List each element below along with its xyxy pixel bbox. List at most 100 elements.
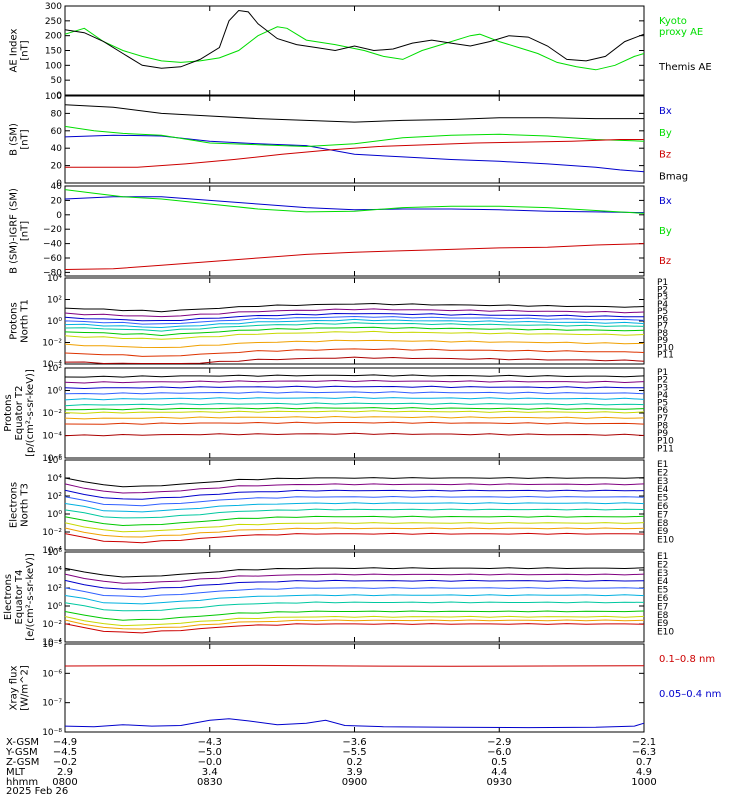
y-tick-label: 10⁰ <box>47 602 62 612</box>
channel-line-pnt1-p8 <box>64 330 645 340</box>
channel-legend: E1 <box>657 460 668 470</box>
channel-line-eet4-e3 <box>64 579 645 591</box>
orbit-row-value: −3.6 <box>342 737 366 748</box>
channel-legend: E3 <box>657 477 668 487</box>
orbit-row-value: −4.3 <box>198 737 222 748</box>
y-axis-label: Electrons <box>9 482 20 528</box>
channel-line-eet4-e5 <box>64 594 645 605</box>
channel-line-eet4-e9 <box>64 619 645 630</box>
channel-legend: P1 <box>657 368 668 378</box>
y-axis-label: Equator T2 <box>14 386 25 441</box>
channel-line-pnt1-p11 <box>64 356 645 365</box>
channel-legend: E2 <box>657 560 668 570</box>
orbit-row-value: 0930 <box>487 777 512 788</box>
orbit-row-value: 1000 <box>631 777 656 788</box>
channel-legend: E6 <box>657 502 669 512</box>
channel-line-pet2-p11 <box>64 432 645 437</box>
y-axis-label: Protons <box>3 394 14 431</box>
channel-line-pet2-p5 <box>64 396 645 401</box>
y-tick-label: 10⁶ <box>47 456 62 466</box>
y-axis-label: Xray flux <box>9 666 20 711</box>
orbit-row-value: −2.9 <box>487 737 511 748</box>
channel-line-eet4-e7 <box>64 610 645 621</box>
orbit-row-label: X-GSM <box>6 737 39 748</box>
legend-entry: Bz <box>659 150 671 161</box>
series-line-bigrf-1 <box>64 196 645 214</box>
legend-entry: Kyoto <box>659 16 687 27</box>
orbit-row-value: −6.3 <box>632 747 656 758</box>
orbit-row-value: 2.9 <box>57 767 73 778</box>
y-tick-label: 40 <box>51 182 63 192</box>
y-tick-label: 10⁻² <box>42 409 62 419</box>
orbit-row-value: 4.4 <box>491 767 507 778</box>
y-axis-label: [nT] <box>20 40 31 60</box>
channel-legend: E3 <box>657 569 668 579</box>
y-tick-label: 10⁴ <box>47 474 62 484</box>
y-tick-label: 10⁻² <box>42 620 62 630</box>
channel-legend: P10 <box>657 343 674 353</box>
channel-line-ent3-e3 <box>64 489 645 500</box>
orbit-row-value: −4.5 <box>53 747 77 758</box>
y-axis-label: [e/(cm²-s-sr-keV)] <box>25 553 36 641</box>
y-tick-label: 10⁰ <box>47 317 62 327</box>
channel-line-pnt1-p2 <box>64 308 645 318</box>
series-line-bigrf-2 <box>64 189 645 214</box>
y-axis-label: B (SM)-IGRF (SM) <box>9 188 20 274</box>
series-line-xray-1 <box>64 664 645 667</box>
legend-entry: Bx <box>659 106 672 117</box>
channel-legend: E2 <box>657 468 668 478</box>
channel-legend: E4 <box>657 577 669 587</box>
legend-entry: Bz <box>659 256 671 267</box>
channel-legend: P6 <box>657 314 668 324</box>
channel-legend: E10 <box>657 628 674 638</box>
channel-legend: P9 <box>657 429 668 439</box>
channel-line-ent3-e7 <box>64 515 645 527</box>
y-tick-label: 200 <box>45 32 62 42</box>
orbit-row-value: 0.7 <box>636 757 652 768</box>
y-tick-label: 300 <box>45 2 62 12</box>
y-tick-label: 10² <box>47 364 62 374</box>
channel-legend: E8 <box>657 611 669 621</box>
y-axis-label: B (SM) <box>9 123 20 156</box>
channel-legend: P11 <box>657 351 674 361</box>
channel-line-pet2-p6 <box>64 402 645 407</box>
channel-line-ent3-e4 <box>64 495 645 507</box>
y-axis-label: Protons <box>9 302 20 339</box>
y-axis-label: Equator T4 <box>14 570 25 625</box>
legend-entry: By <box>659 226 672 237</box>
y-tick-label: 20 <box>51 196 63 206</box>
y-tick-label: 10⁻⁷ <box>42 699 62 709</box>
y-tick-label: 0 <box>56 179 62 189</box>
channel-line-eet4-e2 <box>64 573 645 584</box>
y-tick-label: 150 <box>45 47 62 57</box>
channel-legend: P4 <box>657 300 668 310</box>
channel-line-pnt1-p4 <box>64 315 645 325</box>
y-tick-label: 20 <box>51 162 63 172</box>
orbit-row-value: 0830 <box>197 777 222 788</box>
date-label: 2025 Feb 26 <box>6 786 69 797</box>
channel-line-pnt1-p10 <box>64 348 645 357</box>
y-tick-label: 10⁴ <box>47 274 62 284</box>
y-tick-label: −20 <box>43 225 62 235</box>
channel-line-pet2-p10 <box>64 421 645 425</box>
orbit-row-label: MLT <box>6 767 26 778</box>
channel-line-pnt1-p3 <box>64 312 644 322</box>
y-tick-label: 100 <box>45 92 62 102</box>
channel-line-eet4-e4 <box>64 587 645 598</box>
channel-legend: P7 <box>657 322 668 332</box>
y-axis-label: [nT] <box>20 221 31 241</box>
channel-line-eet4-e6 <box>64 601 645 612</box>
y-tick-label: 40 <box>51 144 63 154</box>
series-line-bigrf-3 <box>64 243 645 270</box>
orbit-row-value: 3.4 <box>202 767 218 778</box>
series-line-bsm-2 <box>64 125 645 148</box>
y-axis-label: [W/m^2] <box>20 665 31 711</box>
y-tick-label: 10⁻⁴ <box>42 546 62 556</box>
series-line-bsm-3 <box>65 139 644 168</box>
channel-legend: P2 <box>657 285 668 295</box>
channel-legend: E10 <box>657 536 674 546</box>
y-axis-label: [p/(cm²-s-sr-keV)] <box>25 369 36 457</box>
channel-line-eet4-e8 <box>64 615 645 627</box>
panel-frame-xray <box>64 643 645 733</box>
channel-legend: P3 <box>657 293 668 303</box>
